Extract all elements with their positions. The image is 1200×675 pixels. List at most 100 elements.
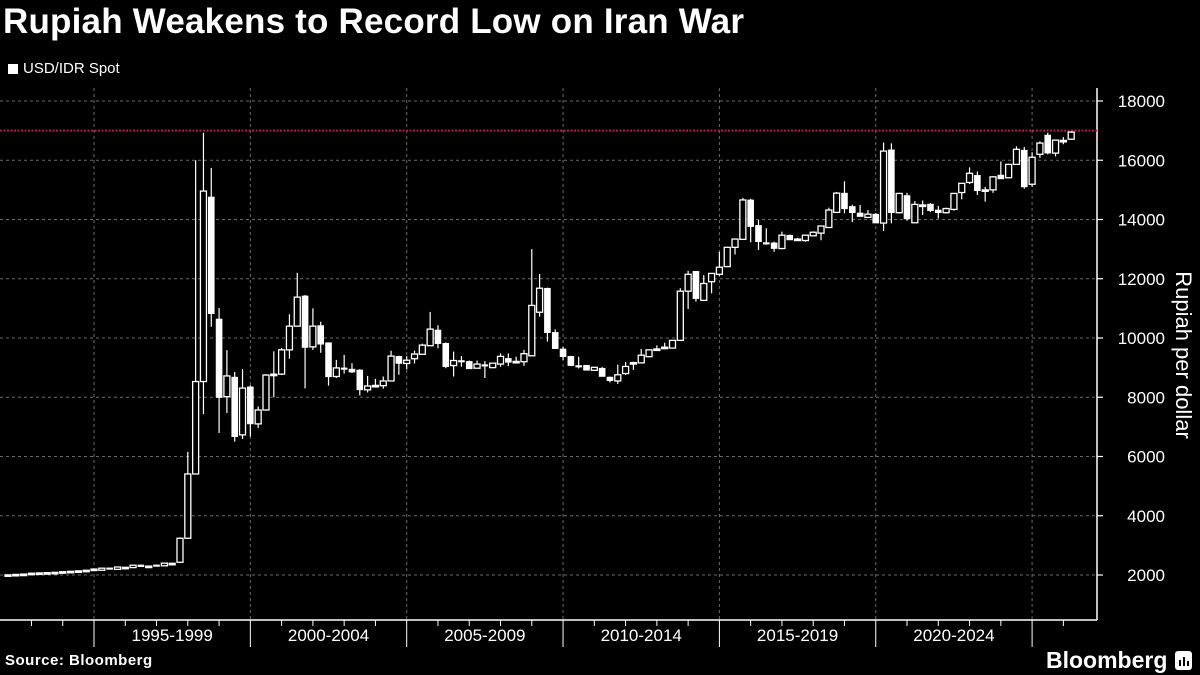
candle-body-falling <box>888 149 895 213</box>
logo-text: Bloomberg <box>1046 647 1168 673</box>
candle-body-falling <box>458 360 465 363</box>
candle-body-falling <box>325 342 332 378</box>
candle-body-rising <box>191 380 200 475</box>
candle <box>1028 152 1036 187</box>
candle-body-falling <box>755 225 762 243</box>
candle-body-rising <box>958 182 966 194</box>
candle-body-rising <box>363 385 372 391</box>
candle <box>98 567 106 571</box>
candle-body-falling <box>317 325 325 345</box>
candle-body-rising <box>277 349 286 375</box>
candle <box>684 270 692 309</box>
y-tick-label: 12000 <box>1118 270 1165 289</box>
y-tick-label: 14000 <box>1118 211 1165 230</box>
candle-body-rising <box>911 203 919 224</box>
candle <box>27 572 36 576</box>
candle <box>731 238 739 255</box>
candle-body-rising <box>700 282 708 302</box>
gridlines <box>0 88 1097 620</box>
candle-body-falling <box>137 564 145 568</box>
candle <box>309 308 317 350</box>
candle-body-rising <box>989 176 997 191</box>
candle <box>199 132 208 415</box>
candle <box>82 569 90 573</box>
legend: USD/IDR Spot <box>8 60 120 77</box>
candle <box>442 342 450 369</box>
candle <box>12 573 20 577</box>
candle <box>895 192 903 214</box>
candle-body-falling <box>247 386 254 425</box>
candle <box>356 369 364 396</box>
candle-body-rising <box>51 571 59 575</box>
candle-body-falling <box>481 364 489 367</box>
candle <box>864 210 872 219</box>
candle <box>325 342 332 386</box>
candle <box>1036 141 1044 158</box>
candle <box>106 567 113 570</box>
candle <box>755 220 762 251</box>
x-tick-label: 2010-2014 <box>601 626 682 645</box>
candle-body-rising <box>98 567 106 571</box>
candle <box>942 207 950 214</box>
candle-body-rising <box>778 234 786 250</box>
candle <box>606 376 614 383</box>
source-note: Source: Bloomberg <box>5 652 153 669</box>
candle-body-falling <box>692 271 700 299</box>
candle-body-rising <box>410 353 419 360</box>
candle <box>254 406 262 429</box>
y-tick-label: 6000 <box>1127 448 1165 467</box>
candle <box>825 207 833 229</box>
candle-body-falling <box>856 212 864 217</box>
candle <box>191 160 200 475</box>
candle-body-rising <box>82 569 90 573</box>
candle <box>1051 139 1060 157</box>
candle-body-rising <box>528 304 536 357</box>
candle <box>833 191 841 214</box>
candle <box>661 342 669 350</box>
candle-body-falling <box>340 367 348 370</box>
legend-label: USD/IDR Spot <box>23 60 120 77</box>
candle <box>348 363 356 373</box>
candle <box>715 251 724 276</box>
candle-body-rising <box>1059 139 1068 143</box>
candle <box>395 355 403 375</box>
candle <box>66 570 75 574</box>
candle-body-rising <box>403 359 411 365</box>
candle-body-rising <box>833 192 841 214</box>
candle-body-rising <box>238 387 247 436</box>
candle-body-rising <box>879 150 888 224</box>
candle <box>19 573 28 577</box>
candle-body-falling <box>395 356 403 364</box>
candle-body-falling <box>465 361 473 370</box>
candle <box>676 288 684 342</box>
x-tick-label: 2005-2009 <box>444 626 525 645</box>
candle-body-falling <box>575 365 582 368</box>
candle <box>238 369 247 440</box>
candle <box>739 197 747 240</box>
candle-body-falling <box>215 318 223 398</box>
candle-body-rising <box>1036 142 1044 155</box>
candle-body-falling <box>551 332 559 349</box>
candle-body-rising <box>113 566 122 571</box>
candle <box>387 350 395 382</box>
candle-body-rising <box>270 373 278 377</box>
candle <box>614 364 622 384</box>
candle <box>763 228 770 245</box>
candle-body-rising <box>801 234 810 242</box>
candle-body-falling <box>927 203 934 211</box>
candle-body-rising <box>661 346 669 350</box>
candle <box>551 329 559 349</box>
candle <box>903 192 911 221</box>
candle-body-rising <box>817 225 825 234</box>
candle-body-rising <box>809 231 817 237</box>
candle-body-rising <box>66 570 75 574</box>
candle-body-rising <box>676 290 684 342</box>
candle <box>856 204 864 217</box>
y-tick-labels: 2000 4000 6000 8000 10000 12000 14000 16000 1800… <box>1118 92 1165 585</box>
candle-body-rising <box>121 566 129 570</box>
candle-body-rising <box>426 328 434 347</box>
candle <box>544 287 551 342</box>
candle-body-rising <box>27 572 36 576</box>
candle-body-rising <box>668 339 677 349</box>
candle <box>4 574 12 578</box>
